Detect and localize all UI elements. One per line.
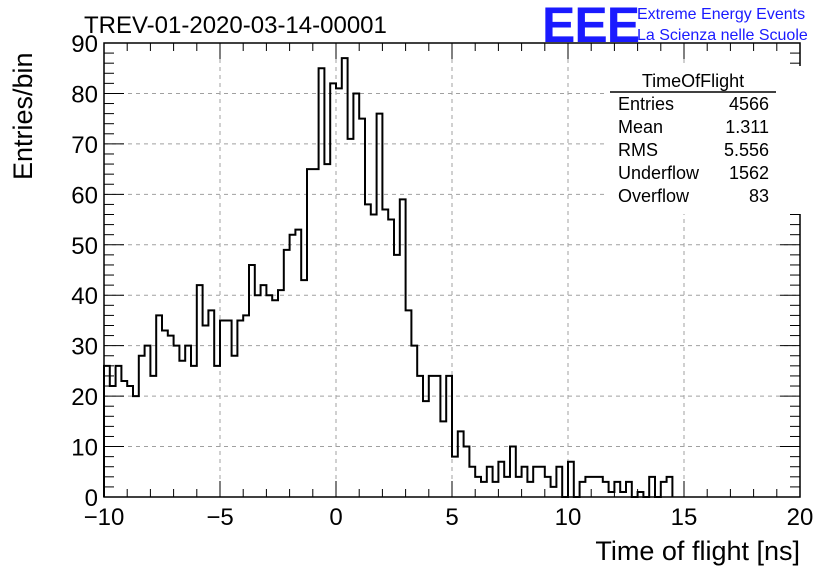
y-tick-label: 0: [85, 485, 98, 512]
stats-label: Mean: [618, 117, 663, 137]
x-tick-label: −5: [206, 504, 233, 531]
y-tick-label: 60: [71, 182, 98, 209]
y-tick-label: 10: [71, 435, 98, 462]
plot-frame: [103, 42, 801, 498]
eee-logo-mark: EEE: [542, 0, 639, 53]
stats-label: Overflow: [618, 186, 690, 206]
stats-value: 5.556: [724, 140, 769, 160]
y-tick-label: 80: [71, 81, 98, 108]
y-tick-label: 30: [71, 334, 98, 361]
stats-box-name: TimeOfFlight: [642, 71, 744, 91]
x-axis-label: Time of flight [ns]: [595, 536, 800, 566]
stats-value: 1.311: [725, 117, 769, 137]
chart-title: TREV-01-2020-03-14-00001: [84, 12, 387, 39]
stats-box: TimeOfFlight Entries 4566 Mean 1.311 RMS 5.55…: [608, 66, 804, 214]
tick-labels: −10 −5 0 5 10 15 20 0 10 20 30 40 50 60 70 80 90: [71, 31, 813, 531]
x-tick-label: 15: [671, 504, 698, 531]
y-tick-label: 40: [71, 283, 98, 310]
x-tick-label: 20: [787, 504, 814, 531]
y-tick-label: 70: [71, 132, 98, 159]
y-tick-label: 50: [71, 233, 98, 260]
stats-label: Underflow: [618, 163, 700, 183]
x-tick-label: 5: [445, 504, 458, 531]
x-tick-label: 0: [329, 504, 342, 531]
histogram-layer: [103, 57, 674, 498]
y-tick-label: 20: [71, 384, 98, 411]
stats-label: Entries: [618, 94, 674, 114]
stats-label: RMS: [618, 140, 658, 160]
y-tick-label: 90: [71, 31, 98, 58]
stats-value: 4566: [729, 94, 769, 114]
eee-logo-line1: Extreme Energy Events: [637, 6, 805, 23]
y-axis-label: Entries/bin: [8, 52, 38, 180]
x-tick-label: −10: [84, 504, 125, 531]
histogram-series: [103, 57, 674, 498]
stats-value: 83: [749, 186, 769, 206]
eee-logo-line2: La Scienza nelle Scuole: [637, 27, 808, 44]
x-tick-label: 10: [555, 504, 582, 531]
stats-value: 1562: [729, 163, 769, 183]
